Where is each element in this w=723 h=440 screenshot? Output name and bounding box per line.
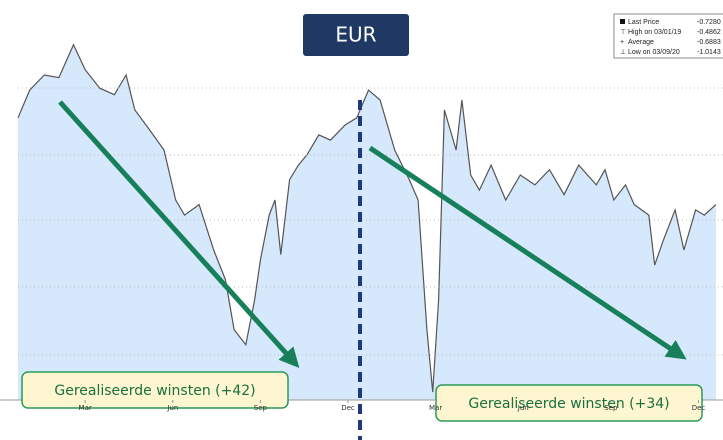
x-tick-label: Mar <box>429 404 442 412</box>
x-tick-label: Sep <box>604 404 618 412</box>
legend-label: + <box>620 39 624 46</box>
x-tick-label: Sep <box>254 404 268 412</box>
x-tick-label: Mar <box>79 404 92 412</box>
legend-value: -1.0143 <box>697 49 721 56</box>
x-tick-label: Jun <box>166 404 178 412</box>
area <box>18 44 716 400</box>
legend-label: ⊥ <box>620 49 626 56</box>
plot-area <box>17 43 717 400</box>
legend: Last Price -0.7280 ⊤ High on 03/01/19 -0… <box>613 13 723 59</box>
legend-label: Last Price <box>628 19 659 26</box>
annotation: Gerealiseerde winsten (+34) <box>468 396 669 412</box>
x-tick-label: Jun <box>517 404 529 412</box>
legend-value: -0.4862 <box>697 29 721 36</box>
annotation-box <box>21 371 289 409</box>
legend-label: Average <box>628 39 654 46</box>
legend-label: Low on 03/09/20 <box>628 49 680 56</box>
legend-label: ⊤ <box>620 29 626 36</box>
title-box <box>303 14 409 56</box>
line <box>17 43 717 393</box>
x-tick-label: Dec <box>692 404 706 412</box>
trend-arrow <box>58 100 300 368</box>
legend-label: High on 03/01/19 <box>628 29 681 36</box>
x-tick-label: Dec <box>341 404 355 412</box>
legend-box <box>613 13 723 59</box>
trend-arrow <box>368 145 687 360</box>
chart-title: EUR <box>335 23 376 47</box>
legend-value: -0.7280 <box>697 19 721 26</box>
grid <box>18 87 723 356</box>
legend-swatch <box>620 19 625 24</box>
annotation: Gerealiseerde winsten (+42) <box>54 383 255 399</box>
legend-value: -0.6883 <box>697 39 721 46</box>
